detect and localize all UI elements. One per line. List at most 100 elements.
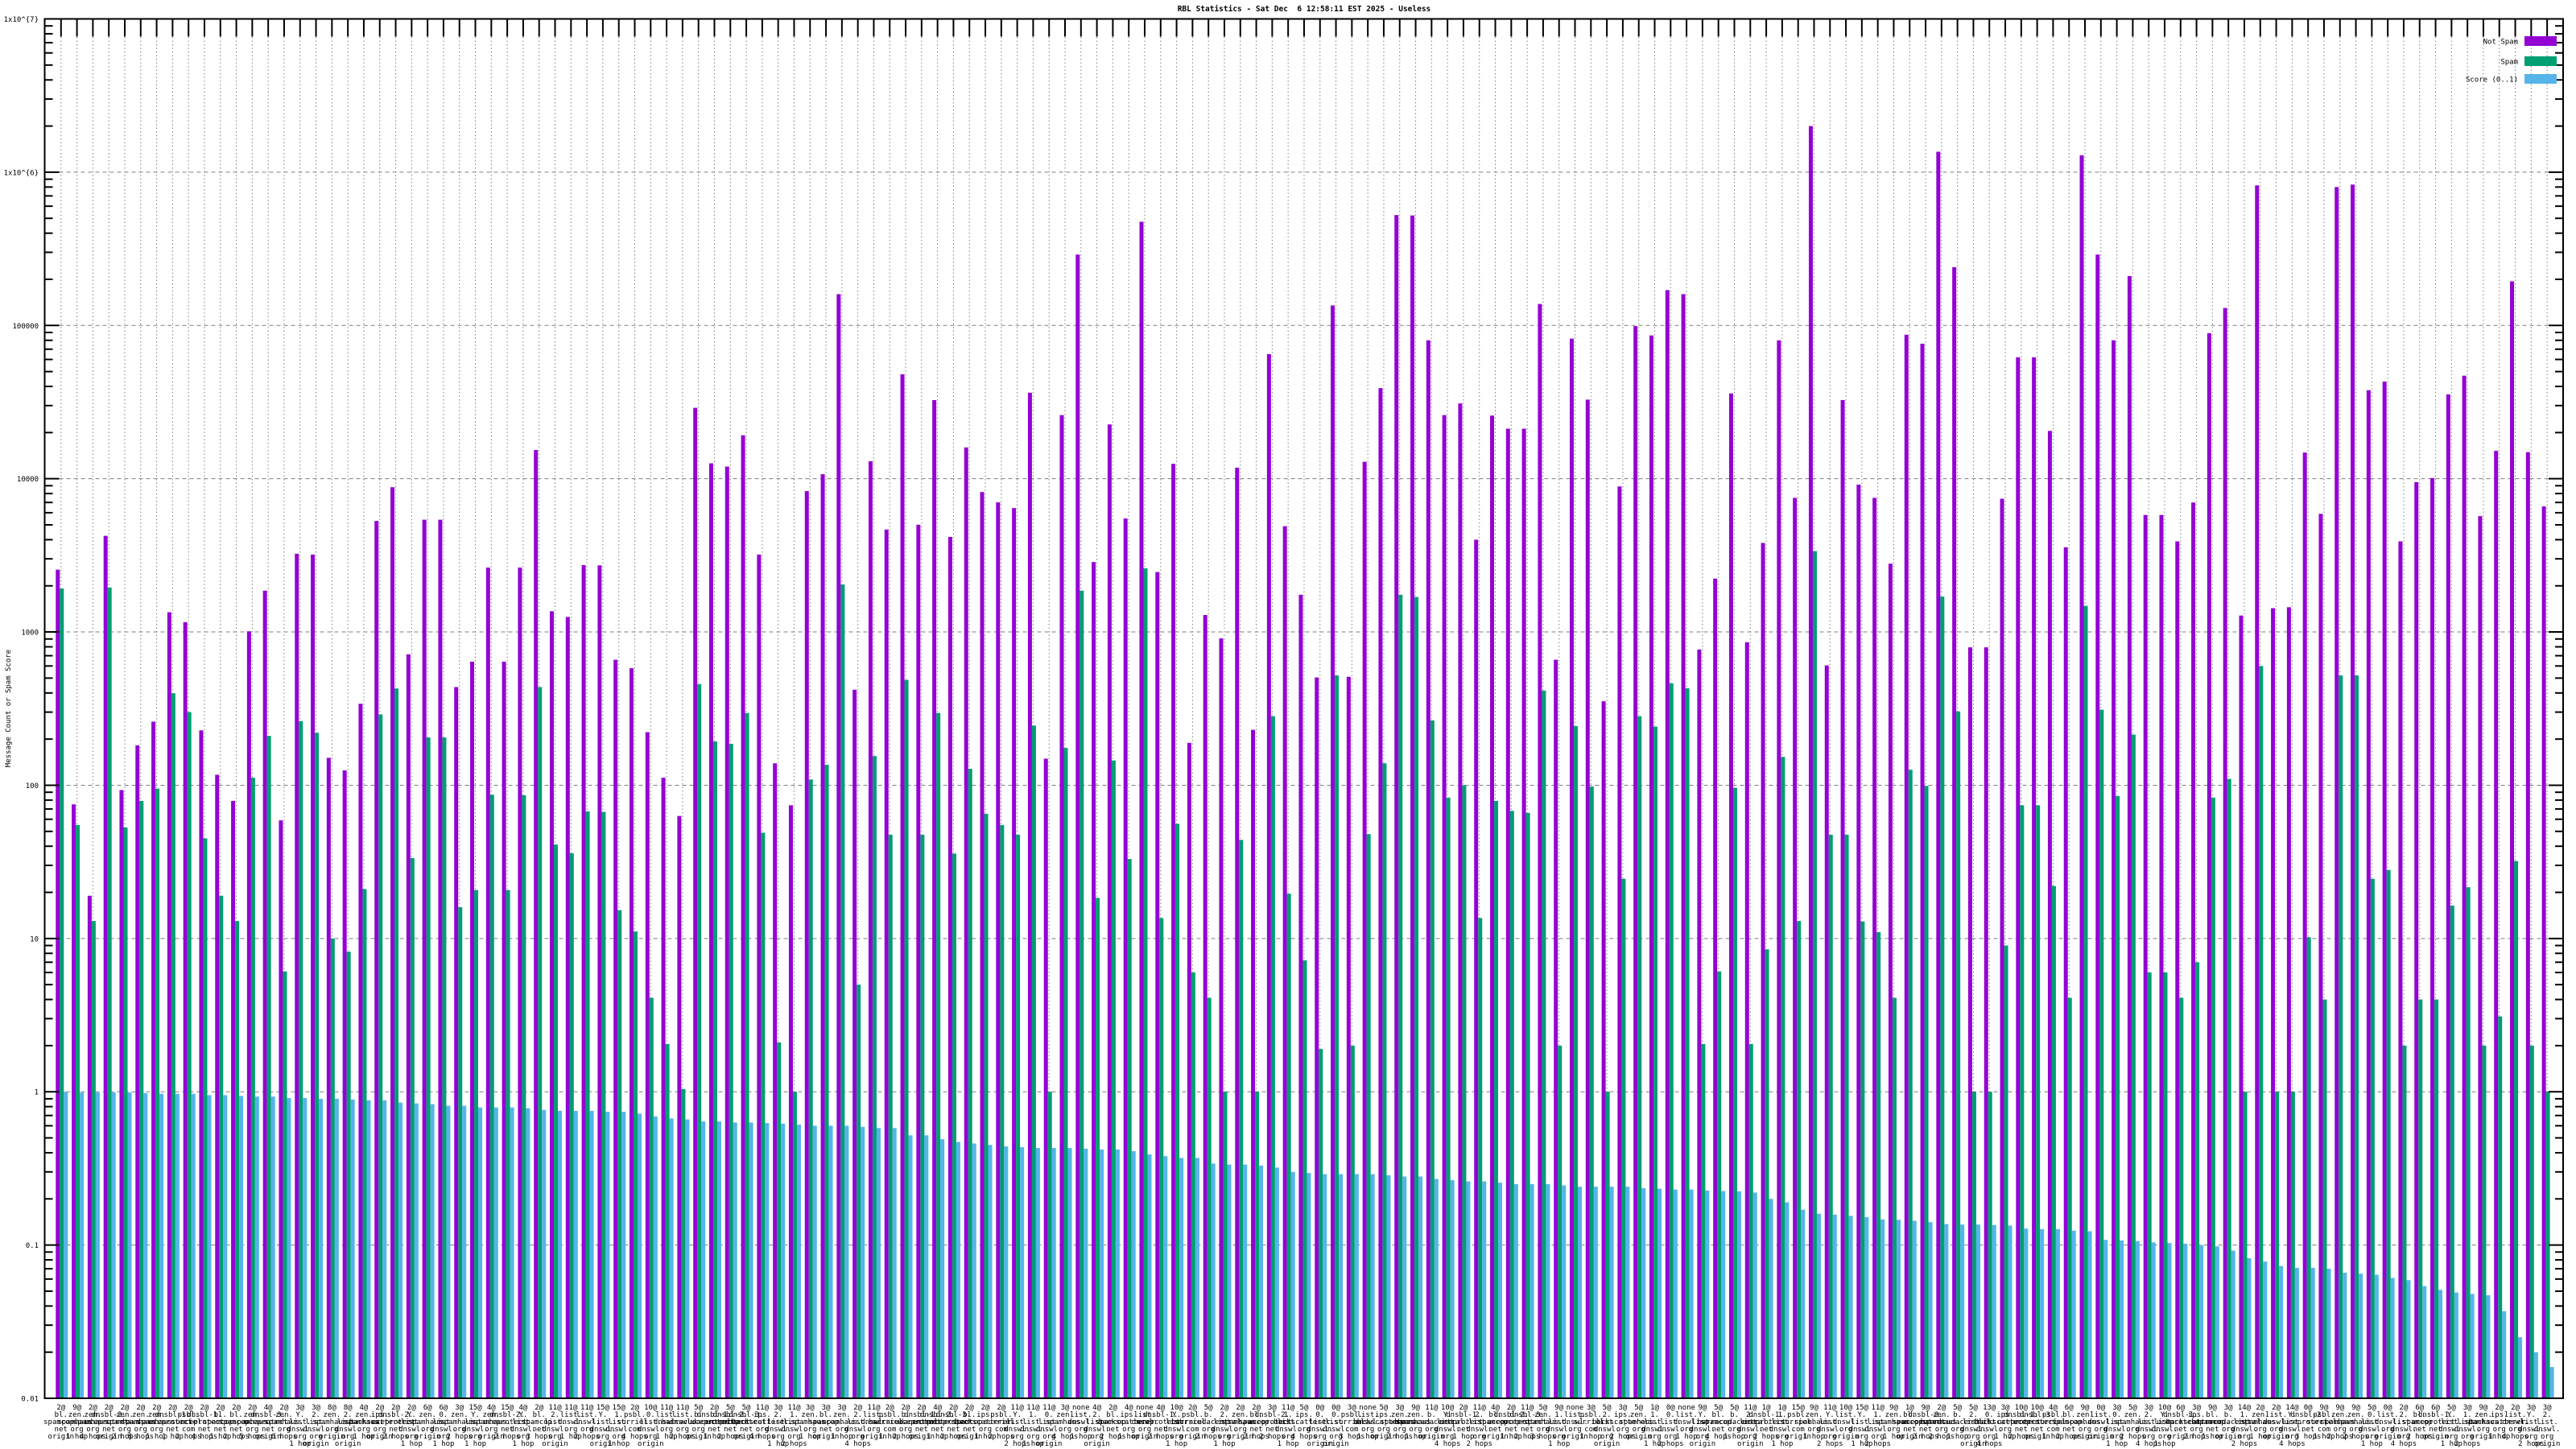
x-tick-label-line: 11@ <box>1744 1404 1757 1412</box>
x-tick-label-line: 4 hops <box>1976 1440 2003 1448</box>
bar-spam <box>1143 568 1148 1398</box>
bar-spam <box>2147 972 2152 1398</box>
x-tick-label-line: list. <box>2138 1418 2160 1426</box>
x-tick-label-line: 3 hops <box>526 1433 552 1441</box>
bar-score <box>1975 1224 1980 1398</box>
bar-spam <box>2083 605 2088 1398</box>
x-tick-label-line: 2 hops <box>1466 1440 1492 1448</box>
x-tick-label-line: 6@ <box>2065 1404 2074 1412</box>
x-tick-label-line: 5 hops <box>239 1433 266 1441</box>
x-tick-label-line: psbl. <box>879 1411 901 1419</box>
x-tick-label-line: uceprotect. <box>930 1418 978 1426</box>
x-tick-label-line: dnsbl-1. <box>1446 1411 1480 1419</box>
bar-not-spam <box>2095 254 2100 1399</box>
x-tick-label-line: 5@ <box>2447 1404 2456 1412</box>
x-tick-label-line: origin <box>1960 1440 1987 1448</box>
x-tick-label-line: dnswl. <box>2103 1426 2130 1434</box>
bar-spam <box>2434 999 2439 1398</box>
x-tick-label-line: dnswl. <box>2502 1418 2529 1426</box>
bar-score <box>1131 1150 1136 1398</box>
bar-score <box>2103 1240 2108 1398</box>
bar-score <box>1020 1147 1025 1398</box>
x-tick-label-line: org <box>1010 1433 1023 1441</box>
bar-spam <box>378 714 383 1398</box>
x-tick-label-line: 15@ <box>597 1404 610 1412</box>
x-tick-label-line: 2. <box>2543 1411 2552 1419</box>
bar-score <box>1513 1183 1518 1398</box>
bar-score <box>1147 1154 1152 1398</box>
x-tick-label-line: origin <box>590 1440 617 1448</box>
x-tick-label-line: list. <box>1309 1418 1331 1426</box>
x-tick-label-line: list. <box>608 1418 630 1426</box>
bar-score <box>2454 1292 2458 1398</box>
x-tick-label-line: 2@ <box>2272 1404 2281 1412</box>
x-tick-label-line: 3@ <box>1395 1404 1404 1412</box>
x-tick-label-line: 10@ <box>2158 1404 2172 1412</box>
x-tick-label-line: surriel. <box>1781 1418 1815 1426</box>
bar-spam <box>554 844 559 1398</box>
x-tick-label-line: origin <box>1625 1433 1652 1441</box>
x-tick-label-line: net <box>740 1426 753 1434</box>
bar-score <box>1274 1167 1279 1398</box>
bar-spam <box>458 906 463 1398</box>
bar-score <box>2422 1286 2427 1398</box>
bar-spam <box>936 712 941 1398</box>
x-tick-label-line: 2@ <box>2511 1404 2520 1412</box>
x-tick-label-line: org <box>1361 1426 1374 1434</box>
x-tick-label-line: uceprotect. <box>1488 1418 1536 1426</box>
bar-score <box>526 1108 530 1398</box>
x-tick-label-line: 11@ <box>1282 1404 1295 1412</box>
x-tick-label-line: 2@ <box>56 1404 65 1412</box>
x-tick-label-line: 11@ <box>756 1404 770 1412</box>
bar-score <box>1944 1224 1949 1398</box>
bar-score <box>1004 1146 1009 1398</box>
x-tick-label-line: 1@ <box>1905 1404 1914 1412</box>
x-tick-label-line: org <box>1600 1433 1613 1441</box>
x-tick-label-line: 11@ <box>787 1404 801 1412</box>
x-tick-label-line: spamcop. <box>808 1418 843 1426</box>
x-tick-label-line: 0@ <box>1331 1404 1340 1412</box>
bar-not-spam <box>2510 281 2515 1398</box>
x-tick-label-line: origin <box>1132 1433 1158 1441</box>
x-tick-label-line: dnswl. <box>1817 1426 1843 1434</box>
bar-spam <box>1908 770 1913 1398</box>
x-tick-label-line: org <box>134 1426 147 1434</box>
x-tick-label-line: 3@ <box>1587 1404 1596 1412</box>
x-tick-label-line: org <box>1728 1426 1740 1434</box>
bar-spam <box>171 693 175 1398</box>
x-tick-label-line: dnswl. <box>2231 1426 2258 1434</box>
bar-not-spam <box>550 611 555 1398</box>
x-tick-label-line: zen. <box>2347 1411 2365 1419</box>
bar-score <box>414 1103 419 1398</box>
x-tick-label-line: dnswl. <box>781 1426 807 1434</box>
bar-spam <box>569 852 574 1398</box>
bar-spam <box>2355 675 2359 1398</box>
bar-score <box>80 1092 85 1398</box>
x-tick-label-line: net <box>501 1426 514 1434</box>
x-tick-label-line: 2@ <box>89 1404 97 1412</box>
x-tick-label-line: 1 hop <box>608 1440 630 1448</box>
x-tick-label-line: org <box>1537 1426 1550 1434</box>
x-tick-label-line: org <box>2397 1433 2410 1441</box>
bar-not-spam <box>1266 353 1271 1399</box>
x-tick-label-line: 1 hop <box>2202 1433 2223 1441</box>
x-tick-label-line: list. <box>1596 1418 1618 1426</box>
x-tick-label-line: 4@ <box>2049 1404 2058 1412</box>
x-tick-label-line: uceprotect. <box>691 1418 739 1426</box>
